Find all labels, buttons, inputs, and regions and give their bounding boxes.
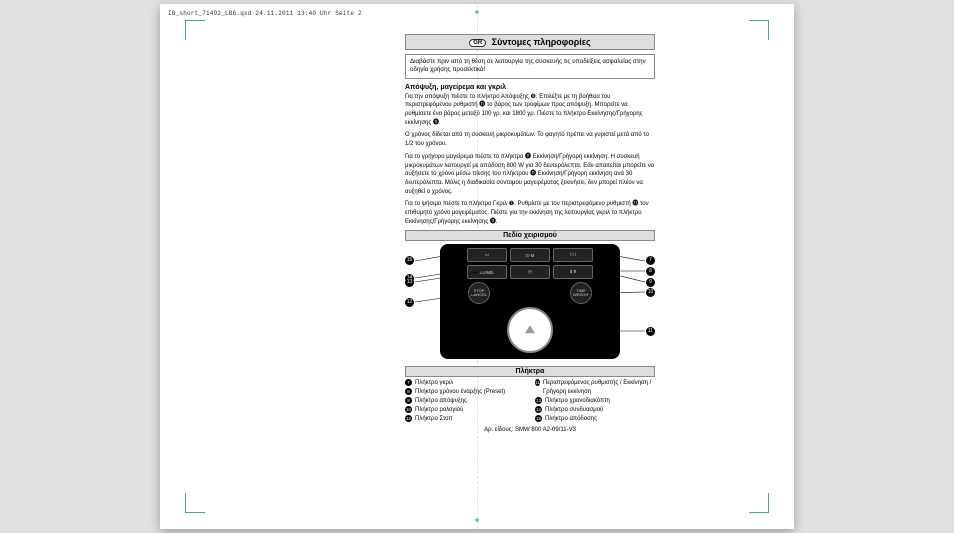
control-panel: ▭ G-M ⌇⌇⌇ COMB. ◷ ⬇⬆ STOP CANCEL TIME WE… — [440, 244, 620, 359]
legend-text: Πλήκτρο ρολογιού — [415, 406, 463, 415]
legend-column: 7Πλήκτρο γκριλ8Πλήκτρο χρόνου έναρξης (P… — [405, 379, 525, 424]
panel-button: G-M — [510, 248, 550, 262]
callout-number-icon: 8 — [646, 267, 655, 276]
legend-row: 11Περιστρεφόμενος ρυθμιστής / Εκκίνηση /… — [535, 379, 655, 397]
legend-column: 11Περιστρεφόμενος ρυθμιστής / Εκκίνηση /… — [535, 379, 655, 424]
page: IB_short_71492_LB6.qxd 24.11.2011 13:40 … — [160, 4, 794, 529]
legend-row: 15Πλήκτρο απόδοσης — [535, 415, 655, 424]
panel-row — [444, 307, 616, 353]
crop-mark — [749, 493, 769, 513]
crop-mark — [185, 493, 205, 513]
legend-number-icon: 12 — [405, 415, 412, 422]
body-paragraph: Για την απόψυξη πιέστε το πλήκτρο Απόψυξ… — [405, 93, 655, 128]
control-panel-diagram: ▭ G-M ⌇⌇⌇ COMB. ◷ ⬇⬆ STOP CANCEL TIME WE… — [405, 241, 655, 363]
panel-button: COMB. — [467, 265, 507, 279]
legend: 7Πλήκτρο γκριλ8Πλήκτρο χρόνου έναρξης (P… — [405, 379, 655, 424]
panel-row: STOP CANCEL TIME WEIGHT — [444, 282, 616, 304]
center-mark-icon: ✶ — [474, 516, 481, 525]
center-mark-icon: ✶ — [474, 8, 481, 17]
language-badge: GR — [469, 39, 486, 47]
legend-text: Πλήκτρο γκριλ — [415, 379, 453, 388]
legend-text: Περιστρεφόμενος ρυθμιστής / Εκκίνηση / Γ… — [543, 379, 655, 397]
panel-button: ▭ — [467, 248, 507, 262]
file-header: IB_short_71492_LB6.qxd 24.11.2011 13:40 … — [168, 10, 362, 17]
crop-mark — [185, 20, 205, 40]
legend-row: 10Πλήκτρο ρολογιού — [405, 406, 525, 415]
legend-number-icon: 14 — [535, 406, 542, 413]
panel-heading: Πεδίο χειρισμού — [405, 230, 655, 241]
content-column: GR Σύντομες πληροφορίες Διαβάστε πριν απ… — [405, 34, 655, 433]
body-paragraph: Για το ψήσιμο πιέστε το πλήκτρο Γκριλ ❼.… — [405, 200, 655, 226]
legend-number-icon: 9 — [405, 397, 412, 404]
section-heading: Απόψυξη, μαγείρεμα και γκριλ — [405, 84, 655, 91]
legend-text: Πλήκτρο απόδοσης — [545, 415, 597, 424]
legend-number-icon: 13 — [535, 397, 542, 404]
legend-text: Πλήκτρο Στοπ — [415, 415, 453, 424]
panel-row: COMB. ◷ ⬇⬆ — [444, 265, 616, 279]
panel-row: ▭ G-M ⌇⌇⌇ — [444, 248, 616, 262]
body-paragraph: Ο χρόνος δίδεται από τη συσκευή μικροκυμ… — [405, 131, 655, 148]
legend-number-icon: 15 — [535, 415, 542, 422]
panel-button: ⌇⌇⌇ — [553, 248, 593, 262]
callout-number-icon: 9 — [646, 278, 655, 287]
legend-row: 13Πλήκτρο χρονοδιακόπτη — [535, 397, 655, 406]
callout-number-icon: 12 — [405, 298, 414, 307]
legend-text: Πλήκτρο χρόνου έναρξης (Preset) — [415, 388, 505, 397]
callout-number-icon: 10 — [646, 288, 655, 297]
legend-row: 7Πλήκτρο γκριλ — [405, 379, 525, 388]
legend-text: Πλήκτρο συνδυασμού — [545, 406, 603, 415]
callout-number-icon: 11 — [646, 327, 655, 336]
intro-box: Διαβάστε πριν από τη θέση σε λειτουργία … — [405, 54, 655, 79]
legend-row: 12Πλήκτρο Στοπ — [405, 415, 525, 424]
legend-row: 9Πλήκτρο απόψυξης — [405, 397, 525, 406]
callout-number-icon: 7 — [646, 256, 655, 265]
panel-button: ⬇⬆ — [553, 265, 593, 279]
legend-number-icon: 7 — [405, 379, 412, 386]
dial-icon — [507, 307, 553, 353]
stop-button: STOP CANCEL — [468, 282, 490, 304]
panel-button: ◷ — [510, 265, 550, 279]
legend-number-icon: 10 — [405, 406, 412, 413]
legend-text: Πλήκτρο χρονοδιακόπτη — [545, 397, 610, 406]
legend-heading: Πλήκτρα — [405, 366, 655, 377]
legend-row: 8Πλήκτρο χρόνου έναρξης (Preset) — [405, 388, 525, 397]
legend-number-icon: 8 — [405, 388, 412, 395]
title-bar: GR Σύντομες πληροφορίες — [405, 34, 655, 50]
page-title: Σύντομες πληροφορίες — [492, 37, 591, 47]
legend-number-icon: 11 — [535, 379, 540, 386]
callout-number-icon: 15 — [405, 256, 414, 265]
crop-mark — [749, 20, 769, 40]
time-button: TIME WEIGHT — [570, 282, 592, 304]
model-number: Αρ. είδους: SMW 800 A2-09/11-V3 — [405, 427, 655, 433]
body-paragraph: Για το γρήγορο μαγείρεμα πιέστε το πλήκτ… — [405, 153, 655, 196]
legend-row: 14Πλήκτρο συνδυασμού — [535, 406, 655, 415]
legend-text: Πλήκτρο απόψυξης — [415, 397, 467, 406]
callout-number-icon: 13 — [405, 278, 414, 287]
